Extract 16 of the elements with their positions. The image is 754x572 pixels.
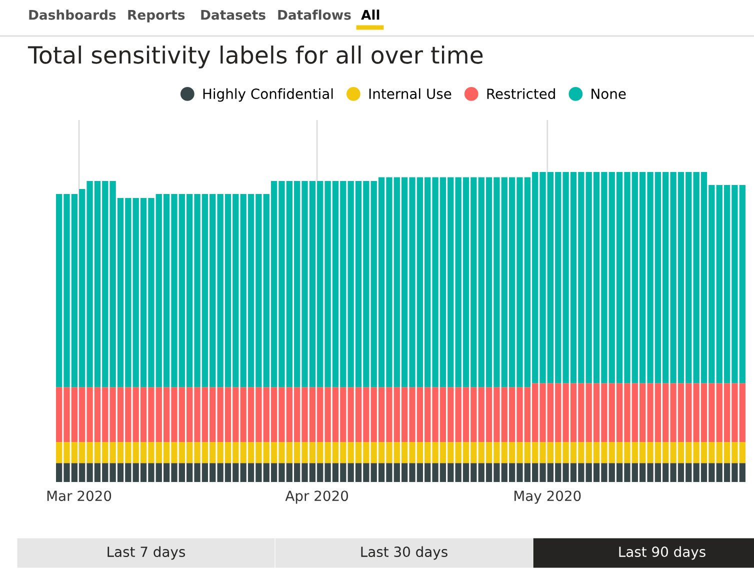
legend-label: Restricted — [487, 88, 555, 100]
text: All — [361, 10, 380, 20]
x-tick-label: Mar 2020 — [47, 490, 112, 502]
x-tick-label: Apr 2020 — [285, 490, 348, 504]
text: Last 30 days — [361, 546, 448, 560]
legend-label: Internal Use — [369, 88, 452, 100]
text: Datasets — [201, 10, 266, 20]
x-tick-label: May 2020 — [514, 490, 581, 504]
text: Reports — [128, 10, 185, 22]
chart-title: Total sensitivity labels for all over time — [28, 46, 483, 68]
text: Dashboards — [29, 10, 116, 20]
text: Dataflows — [278, 10, 351, 20]
legend-label: None — [592, 88, 626, 100]
legend-label: Highly Confidential — [203, 88, 333, 102]
text: Last 7 days — [108, 546, 186, 560]
text: Last 90 days — [619, 546, 706, 560]
